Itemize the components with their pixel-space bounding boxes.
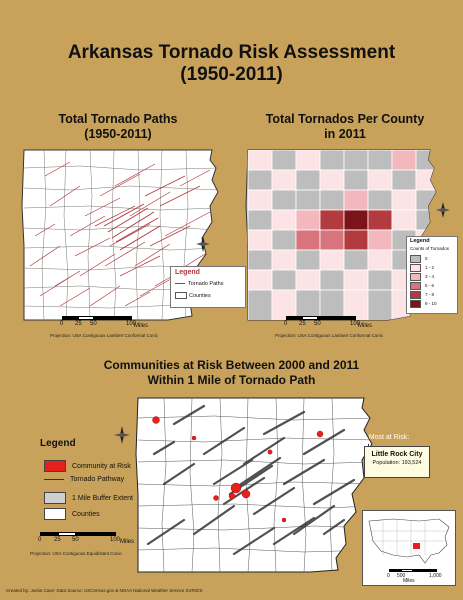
map2-legend-subtitle: Counts of Tornados	[410, 246, 449, 251]
most-at-risk-box: Little Rock City Population: 193,524	[364, 446, 430, 478]
map1-scale-tick-3: 100	[126, 321, 137, 327]
map2-scale-bar: 0 25 50 100 Miles	[284, 316, 396, 332]
map3-legend-row: 1 Mile Buffer Extent	[44, 492, 133, 504]
us-locator-inset: 0 500 1,000 Miles	[362, 510, 456, 586]
page-title: Arkansas Tornado Risk Assessment	[67, 42, 396, 63]
map1-legend-item-counties: Counties	[175, 292, 211, 299]
map2-scale-tick-3: 100	[350, 321, 361, 327]
map1-scale-tick-2: 50	[90, 321, 97, 327]
tornado-paths-map	[21, 149, 219, 321]
map1-legend-title: Legend	[175, 269, 200, 276]
map1-scale-unit: Miles	[134, 323, 149, 329]
map1-legend-label-0: Tornado Paths	[188, 281, 224, 287]
community-at-risk-polygons	[152, 416, 324, 523]
map1-projection: Projection: USA Contiguous Lambert Confo…	[50, 333, 159, 338]
map2-legend-title: Legend	[410, 238, 430, 244]
map1-scale-tick-1: 25	[75, 321, 82, 327]
north-arrow-icon	[436, 202, 450, 218]
map2-class-swatch	[410, 263, 421, 272]
map3-legend-swatch	[44, 508, 66, 520]
map3-legend-label: Community at Risk	[72, 462, 131, 470]
risk-population: Population: 193,524	[372, 460, 422, 466]
map3-legend-row: Tornado Pathway	[44, 476, 124, 483]
county-swatch	[175, 292, 187, 299]
map2-class-label: 5 - 6	[425, 283, 435, 288]
arkansas-highlight	[413, 543, 420, 549]
map2-projection: Projection: USA Contiguous Lambert Confo…	[275, 333, 384, 338]
risk-city: Little Rock City	[371, 451, 423, 458]
map2-class-list: 0 1 - 2 3 - 4 5 - 6 7 - 8 9 - 10	[410, 254, 437, 308]
map2-class-row: 0	[410, 254, 437, 263]
map3-scale-tick-2: 50	[72, 537, 79, 543]
map1-legend-label-1: Counties	[189, 292, 211, 299]
map1-scale-tick-0: 0	[60, 321, 64, 327]
map3-title: Communities at Risk Between 2000 and 201…	[60, 358, 403, 388]
map2-class-swatch	[410, 281, 421, 290]
map3-legend-label: 1 Mile Buffer Extent	[72, 494, 133, 502]
map3-legend: Legend Community at Risk Tornado Pathway 1…	[36, 438, 146, 522]
map2-class-swatch	[410, 254, 421, 263]
map3-legend-label: Counties	[72, 510, 100, 518]
map3-scale-bar: 0 25 50 100 Miles	[38, 532, 140, 548]
map3-legend-title: Legend	[40, 438, 76, 449]
map1-legend-item-tornado-paths: Tornado Paths	[175, 281, 223, 287]
map2-scale-tick-0: 0	[284, 321, 288, 327]
map2-class-label: 9 - 10	[425, 301, 437, 306]
map2-class-swatch	[410, 272, 421, 281]
map2-class-row: 1 - 2	[410, 263, 437, 272]
map1-title-line1: Total Tornado Paths	[58, 112, 178, 126]
inset-scale-tick-2: 1,000	[429, 573, 442, 579]
map1-scale-bar: 0 25 50 100 Miles	[60, 316, 172, 332]
inset-scale-tick-1: 500	[397, 573, 406, 579]
map3-scale-tick-3: 100	[110, 537, 121, 543]
map2-class-row: 9 - 10	[410, 299, 437, 308]
map3-scale-tick-1: 25	[54, 537, 61, 543]
map3-legend-swatch	[44, 460, 66, 472]
north-arrow-icon	[114, 426, 130, 444]
north-arrow-icon	[196, 236, 210, 252]
map3-scale-unit: Miles	[120, 539, 135, 545]
map2-class-label: 7 - 8	[425, 292, 435, 297]
map3-scale-tick-0: 0	[38, 537, 42, 543]
map2-class-label: 3 - 4	[425, 274, 435, 279]
map1-title: Total Tornado Paths (1950-2011)	[28, 112, 208, 142]
map2-class-label: 1 - 2	[425, 265, 435, 270]
tornado-path-swatch	[175, 283, 185, 285]
map2-class-label: 0	[425, 256, 428, 261]
us-outline-map	[368, 518, 450, 564]
map3-legend-row: Community at Risk	[44, 460, 131, 472]
map3-title-line2: Within 1 Mile of Tornado Path	[147, 373, 316, 387]
map1-title-line2: (1950-2011)	[84, 127, 152, 141]
map2-scale-tick-1: 25	[299, 321, 306, 327]
map2-class-swatch	[410, 290, 421, 299]
map3-legend-row: Counties	[44, 508, 100, 520]
communities-at-risk-map	[135, 397, 373, 573]
inset-scale-unit: Miles	[403, 578, 415, 584]
map3-legend-swatch	[44, 478, 64, 481]
map3-legend-swatch	[44, 492, 66, 504]
map2-class-row: 3 - 4	[410, 272, 437, 281]
inset-scale-tick-0: 0	[387, 573, 390, 579]
map1-legend: Legend Tornado Paths Counties	[170, 266, 246, 308]
map2-title-line1: Total Tornados Per County	[265, 112, 425, 126]
map2-title: Total Tornados Per County in 2011	[240, 112, 450, 142]
map3-legend-label: Tornado Pathway	[70, 476, 125, 483]
map2-legend: Legend Counts of Tornados 0 1 - 2 3 - 4 5 -…	[406, 236, 458, 314]
map2-class-row: 5 - 6	[410, 281, 437, 290]
page-subtitle: (1950-2011)	[180, 64, 283, 85]
map2-class-row: 7 - 8	[410, 290, 437, 299]
map2-title-line2: in 2011	[324, 127, 366, 141]
credits: Created by: Justin Cave; Data Source: US…	[6, 588, 203, 593]
risk-heading: Most at Risk:	[368, 434, 410, 441]
map3-title-line1: Communities at Risk Between 2000 and 201…	[103, 358, 360, 372]
map2-scale-unit: Miles	[358, 323, 373, 329]
map2-class-swatch	[410, 299, 421, 308]
map3-projection: Projection: USA Contiguous Equidistant C…	[30, 551, 122, 556]
map2-scale-tick-2: 50	[314, 321, 321, 327]
